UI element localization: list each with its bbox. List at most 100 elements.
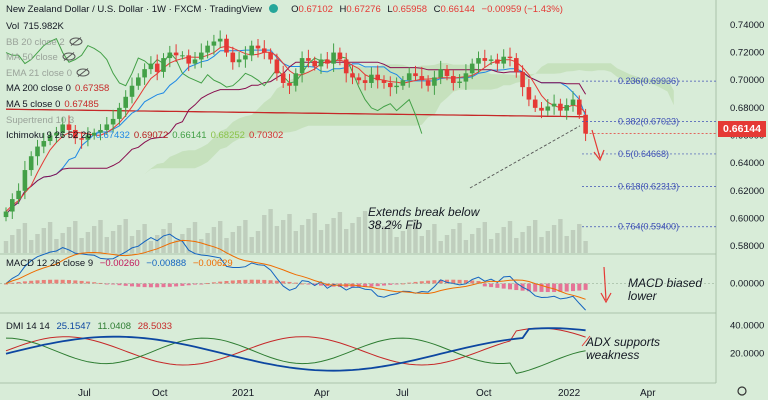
macd-histogram-bar: [199, 283, 204, 285]
current-price-label: 0.66144: [718, 121, 766, 137]
ohlc-open: O0.67102: [291, 4, 333, 15]
candle-body: [47, 135, 53, 142]
macd-histogram-bar: [287, 281, 292, 284]
candle-body: [73, 129, 78, 139]
macd-histogram-bar: [155, 283, 160, 288]
fib-level-label: 0.5(0.64668): [618, 149, 669, 159]
volume-bar: [104, 237, 109, 253]
candle-body: [451, 76, 456, 83]
macd-histogram-bar: [281, 281, 286, 284]
volume-bar: [287, 214, 292, 253]
ichimoku-cloud: [6, 63, 674, 215]
macd-histogram-bar: [489, 283, 494, 288]
indicator-legend-item[interactable]: EMA 21 close 0: [6, 68, 90, 80]
candle-body: [312, 60, 317, 67]
indicator-legend-item[interactable]: BB 20 close 2: [6, 37, 83, 49]
indicator-legend-item[interactable]: MA 50 close: [6, 52, 76, 64]
dmi-legend[interactable]: DMI 14 14 25.1547 11.0408 28.5033: [6, 321, 172, 333]
macd-histogram-bar: [104, 283, 109, 285]
volume-bar: [331, 218, 336, 253]
hidden-eye-icon[interactable]: [62, 52, 76, 62]
volume-bar: [10, 235, 15, 253]
candle-body: [369, 74, 374, 83]
candle-body: [161, 58, 166, 72]
time-axis-label: Oct: [152, 388, 168, 399]
indicator-legend-item[interactable]: Ichimoku 9 26 52 26 0.67432 0.69072 0.66141…: [6, 130, 283, 142]
candle-body: [104, 124, 110, 130]
macd-histogram-bar: [274, 280, 279, 284]
volume-bar: [60, 233, 65, 253]
fib-level-label: 0.382(0.67023): [618, 116, 679, 126]
candle-body: [22, 170, 28, 191]
macd-line: [5, 233, 586, 311]
hidden-eye-icon[interactable]: [69, 36, 83, 46]
dmi-value-3: 28.5033: [137, 321, 173, 332]
macd-histogram-bar: [92, 282, 97, 284]
symbol-title[interactable]: New Zealand Dollar / U.S. Dollar · 1W · …: [6, 4, 262, 15]
candle-body: [243, 55, 248, 60]
volume-bar: [463, 240, 469, 253]
volume-bar: [22, 223, 28, 253]
macd-tick-label: 0.00000: [730, 279, 764, 290]
volume-bar: [432, 224, 437, 253]
macd-histogram-bar: [193, 283, 197, 285]
time-axis: Jul Oct 2021 Apr Jul Oct 2022 Apr: [78, 388, 656, 399]
macd-histogram-bar: [400, 283, 405, 285]
volume-bar: [444, 235, 450, 253]
candle-body: [463, 73, 469, 82]
indicator-legend-item[interactable]: Supertrend 10 3: [6, 115, 74, 127]
candle-body: [91, 132, 97, 136]
volume-bar: [344, 229, 349, 253]
candle-body: [539, 107, 544, 111]
volume-bar: [230, 232, 235, 253]
volume-bar: [123, 219, 128, 253]
macd-histogram-bar: [476, 281, 481, 284]
candle-body: [148, 63, 154, 70]
time-axis-label: Jul: [78, 388, 91, 399]
dmi-pane: 40.0000 20.0000: [5, 320, 764, 374]
candle-body: [28, 156, 34, 171]
macd-legend[interactable]: MACD 12 26 close 9 −0.00260 −0.00888 −0.…: [6, 258, 233, 270]
candle-body: [16, 190, 21, 200]
macd-histogram-bar: [451, 279, 456, 284]
candle-body: [476, 58, 481, 64]
candle-body: [444, 69, 450, 77]
candle-body: [413, 73, 418, 77]
candle-body: [350, 73, 355, 78]
macd-histogram-bar: [514, 283, 519, 291]
macd-histogram-bar: [508, 283, 512, 290]
dmi-value-2: 11.0408: [97, 321, 132, 332]
indicator-legend-item[interactable]: Vol 715.982K: [6, 21, 64, 33]
macd-histogram-bar: [306, 283, 311, 285]
candle-body: [224, 38, 229, 53]
volume-bar: [539, 237, 544, 253]
indicator-legend-item[interactable]: MA 200 close 0 0.67358: [6, 83, 109, 95]
macd-histogram-bar: [583, 283, 588, 290]
candle-body: [154, 63, 160, 72]
candle-body: [274, 59, 280, 74]
volume-bar: [470, 234, 475, 253]
macd-label: MACD 12 26 close 9: [6, 258, 94, 269]
candle-body: [482, 58, 488, 61]
volume-bar: [495, 233, 500, 253]
macd-histogram-bar: [148, 283, 153, 288]
adx-line: [5, 327, 586, 372]
hidden-eye-icon[interactable]: [76, 67, 90, 77]
candle-body: [180, 55, 185, 57]
volume-bar: [192, 222, 198, 253]
macd-annotation: MACD biased lower: [628, 276, 703, 303]
fib-level-label: 0.764(0.59400): [618, 222, 679, 232]
volume-bar: [451, 229, 456, 253]
volume-bar: [381, 226, 387, 253]
macd-histogram-bar: [136, 283, 141, 287]
annotation-arrows: [581, 129, 747, 396]
macd-value-1: −0.00260: [99, 258, 140, 269]
volume-bar: [136, 230, 141, 253]
volume-bar: [281, 220, 286, 253]
volume-bar: [205, 233, 210, 253]
indicator-legend-item[interactable]: MA 5 close 0 0.67485: [6, 99, 99, 111]
volume-bar: [47, 222, 53, 253]
macd-histogram-bar: [29, 280, 34, 284]
adx-annotation: ADX supports weakness: [586, 335, 661, 362]
macd-histogram-bar: [60, 279, 65, 284]
